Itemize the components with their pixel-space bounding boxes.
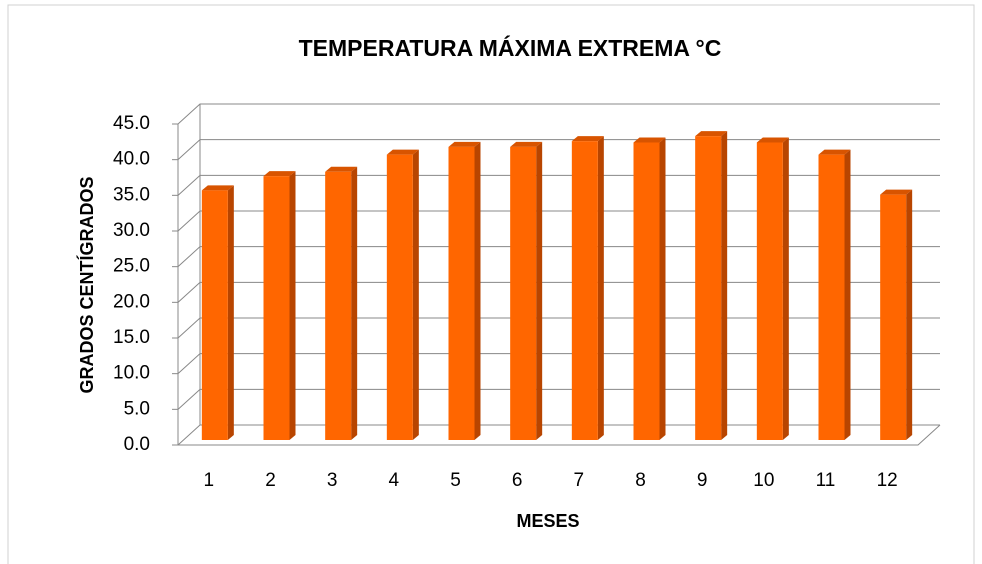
x-tick-label: 6 <box>512 470 523 491</box>
x-tick-label: 12 <box>877 470 898 491</box>
x-tick-label: 5 <box>450 470 461 491</box>
bar-side <box>659 137 666 441</box>
grid-line <box>177 388 940 410</box>
bar-front <box>571 141 598 440</box>
bar-front <box>325 171 352 440</box>
x-tick-label: 4 <box>389 470 400 491</box>
chart-border <box>7 4 975 564</box>
chart-title: TEMPERATURA MÁXIMA EXTREMA °C <box>299 34 722 61</box>
bar-side <box>906 189 913 440</box>
bar-top <box>263 171 296 177</box>
y-tick-label: 30.0 <box>113 220 150 241</box>
bar-top <box>880 189 913 195</box>
bar <box>201 185 234 440</box>
bar <box>756 137 789 441</box>
y-axis-title: GRADOS CENTÍGRADOS <box>76 176 97 393</box>
grid-line <box>177 281 940 303</box>
x-tick-label: 9 <box>697 470 708 491</box>
bar-side <box>844 149 851 440</box>
x-tick-label: 10 <box>753 470 774 491</box>
bar-top <box>571 136 604 142</box>
x-tick-label: 7 <box>574 470 585 491</box>
bar-side <box>289 171 296 441</box>
x-tick-label: 3 <box>327 470 338 491</box>
bar-front <box>263 176 290 441</box>
bar-top <box>386 149 419 155</box>
x-tick-label: 2 <box>265 470 276 491</box>
bar <box>571 136 604 440</box>
bar <box>818 149 851 440</box>
bar <box>633 137 666 441</box>
bar-front <box>510 146 537 440</box>
y-tick-label: 35.0 <box>113 184 150 205</box>
x-axis-title: MESES <box>516 511 579 531</box>
bar-top <box>818 149 851 155</box>
bar-front <box>695 136 722 440</box>
bar-top <box>325 166 358 172</box>
grid-line <box>177 139 940 161</box>
bar-side <box>412 149 419 440</box>
bar-front <box>448 146 475 440</box>
bar-top <box>510 141 543 147</box>
grid-line <box>177 246 940 268</box>
x-tick-label: 11 <box>816 470 836 491</box>
bar <box>325 166 358 440</box>
y-tick-label: 25.0 <box>113 256 150 277</box>
bar-side <box>474 141 481 440</box>
bar-side <box>227 185 234 440</box>
bar-front <box>880 194 907 440</box>
bar-side <box>536 141 543 440</box>
bar-side <box>351 166 358 440</box>
y-tick-label: 0.0 <box>124 434 150 455</box>
y-tick-label: 45.0 <box>113 113 150 134</box>
bar-front <box>386 154 413 440</box>
y-tick-label: 10.0 <box>113 363 150 384</box>
bar <box>510 141 543 440</box>
y-tick-label: 5.0 <box>124 398 150 419</box>
y-tick-label: 40.0 <box>113 149 150 170</box>
grid-line <box>177 317 940 339</box>
x-tick-label: 8 <box>635 470 646 491</box>
bar-top <box>756 137 789 143</box>
bar-side <box>782 137 789 441</box>
bar <box>448 141 481 440</box>
bar <box>263 171 296 441</box>
bar-top <box>695 131 728 137</box>
y-tick-label: 20.0 <box>113 291 150 312</box>
bar-top <box>633 137 666 143</box>
bar <box>386 149 419 440</box>
grid-line <box>177 174 940 196</box>
bar-front <box>633 142 660 441</box>
grid-line <box>177 353 940 375</box>
x-tick-label: 1 <box>204 470 215 491</box>
y-tick-label: 15.0 <box>113 327 150 348</box>
bar-side <box>721 131 728 440</box>
grid-line <box>177 424 940 446</box>
bar-top <box>201 185 234 191</box>
grid-line <box>177 103 940 125</box>
bar-front <box>201 190 228 440</box>
bar-top <box>448 141 481 147</box>
bar <box>880 189 913 440</box>
grid-line <box>177 210 940 232</box>
floor <box>178 424 941 446</box>
bar-front <box>818 154 845 440</box>
bar-front <box>756 142 783 441</box>
bar-side <box>597 136 604 440</box>
bar <box>695 131 728 440</box>
